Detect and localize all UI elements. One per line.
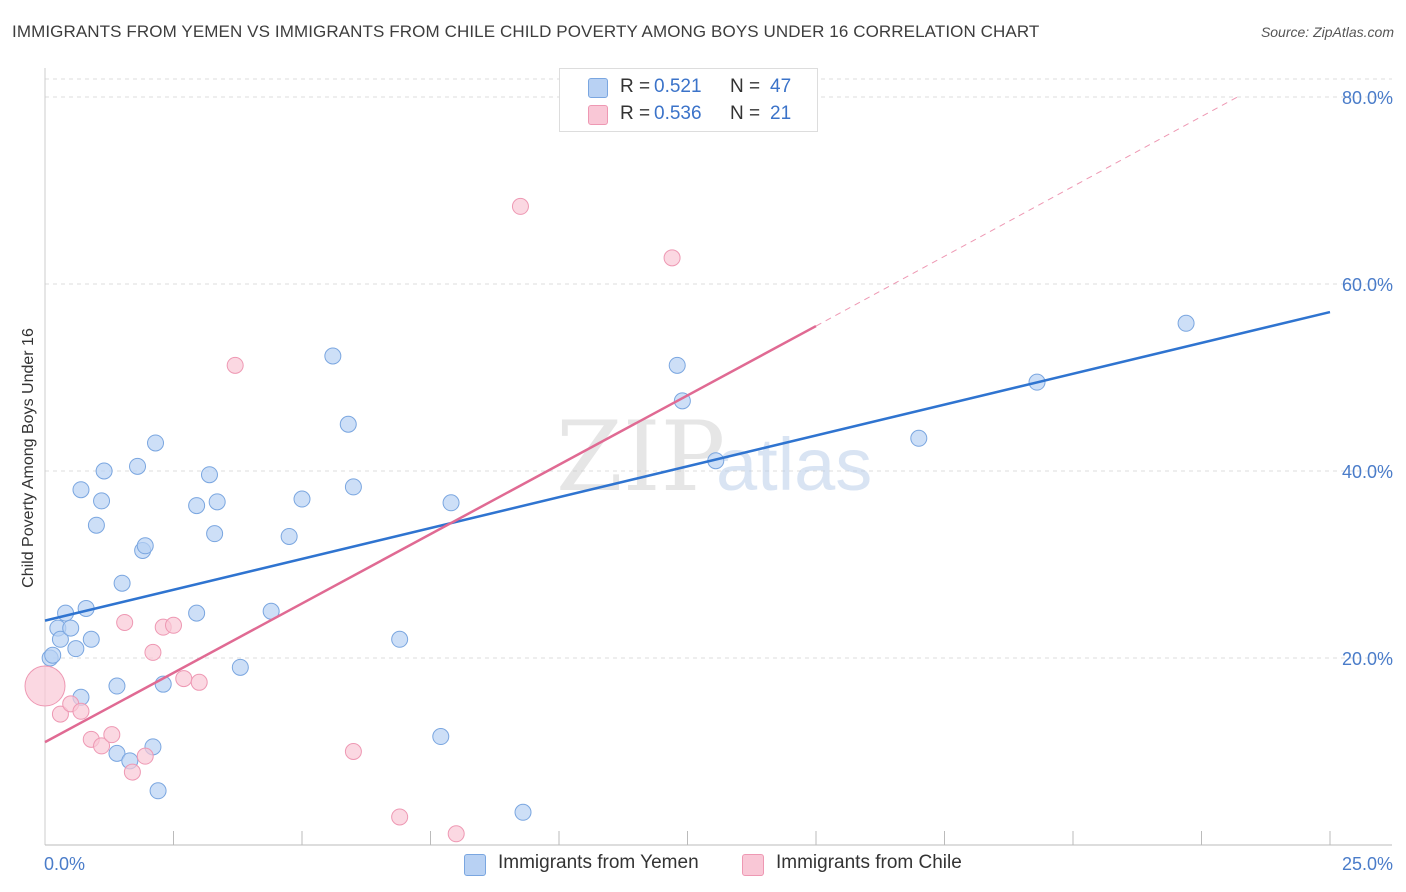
yemen-r-value: 0.521 (654, 76, 702, 97)
yemen-point-33 (293, 490, 311, 508)
yemen-point-20 (136, 537, 154, 555)
chile-point-1 (51, 705, 69, 723)
y-tick-label-20: 20.0% (1342, 649, 1393, 669)
chile-point-15 (226, 356, 244, 374)
yemen-r-label: R = (620, 76, 651, 97)
yemen-point-44 (910, 429, 928, 447)
trend-lines (44, 96, 1331, 744)
bottom-chile-swatch (742, 854, 764, 876)
chile-swatch (588, 105, 608, 125)
chile-n-value: 21 (770, 103, 792, 124)
y-tick-label-40: 40.0% (1342, 462, 1393, 482)
yemen-point-41 (668, 356, 686, 374)
yemen-point-9 (82, 630, 100, 648)
x-tick-label-25: 25.0% (1342, 854, 1393, 874)
yemen-point-40 (514, 803, 532, 821)
yemen-point-3 (51, 630, 69, 648)
chile-point-6 (103, 726, 121, 744)
chile-points (24, 197, 681, 843)
chile-point-9 (136, 747, 154, 765)
yemen-point-15 (113, 574, 131, 592)
yemen-swatch (588, 78, 608, 98)
correlation-legend: R = 0.521 N = 47 R = 0.536 N = 21 (559, 68, 818, 132)
chile-point-20 (663, 249, 681, 267)
yemen-point-39 (442, 494, 460, 512)
chile-point-5 (93, 737, 111, 755)
yemen-point-30 (231, 658, 249, 676)
yemen-point-23 (149, 782, 167, 800)
yemen-n-label: N = (730, 76, 761, 97)
chile-point-14 (190, 673, 208, 691)
chile-point-0 (24, 665, 66, 707)
yemen-point-25 (188, 604, 206, 622)
chile-point-19 (511, 197, 529, 215)
yemen-point-6 (67, 640, 85, 658)
tick-labels: 20.0% 40.0% 60.0% 80.0% 0.0% 25.0% (44, 88, 1393, 874)
watermark-atlas: atlas (716, 423, 872, 506)
chile-trend-line (44, 324, 817, 744)
x-tick-label-0: 0.0% (44, 854, 85, 874)
yemen-point-18 (129, 457, 147, 475)
yemen-trend-line (44, 310, 1331, 622)
yemen-point-32 (280, 527, 298, 545)
yemen-point-26 (188, 497, 206, 515)
yemen-point-28 (206, 525, 224, 543)
bottom-yemen-swatch (464, 854, 486, 876)
yemen-points (41, 314, 1195, 821)
y-tick-label-60: 60.0% (1342, 275, 1393, 295)
axes (44, 68, 1392, 846)
yemen-point-10 (72, 481, 90, 499)
yemen-point-46 (1177, 314, 1195, 332)
yemen-point-12 (93, 492, 111, 510)
yemen-point-35 (339, 415, 357, 433)
yemen-point-38 (432, 728, 450, 746)
yemen-point-34 (324, 347, 342, 365)
chile-r-value: 0.536 (654, 103, 702, 124)
yemen-point-36 (344, 478, 362, 496)
chile-point-12 (165, 616, 182, 634)
yemen-point-11 (87, 516, 105, 534)
chart-title: IMMIGRANTS FROM YEMEN VS IMMIGRANTS FROM… (12, 22, 1040, 41)
chile-point-16 (344, 743, 362, 760)
source-credit: Source: ZipAtlas.com (1260, 24, 1394, 40)
bottom-yemen-label: Immigrants from Yemen (498, 852, 699, 873)
chile-point-8 (123, 763, 141, 781)
y-tick-label-80: 80.0% (1342, 88, 1393, 108)
yemen-point-16 (108, 744, 126, 762)
chile-point-7 (116, 613, 134, 631)
watermark-zip: ZIP (556, 401, 725, 513)
chile-point-13 (175, 670, 193, 688)
chile-point-10 (144, 643, 162, 661)
yemen-point-1 (44, 646, 62, 664)
chile-point-18 (447, 825, 465, 843)
chile-r-label: R = (620, 103, 651, 124)
yemen-point-27 (200, 466, 218, 484)
yemen-point-14 (108, 677, 126, 695)
yemen-point-22 (147, 434, 165, 452)
yemen-point-37 (391, 630, 409, 648)
chile-point-3 (72, 702, 90, 720)
yemen-point-5 (62, 619, 80, 637)
chile-n-label: N = (730, 103, 761, 124)
chile-point-17 (391, 808, 409, 826)
yemen-point-29 (208, 493, 226, 511)
chile-trend-extension (815, 96, 1238, 327)
y-axis-label: Child Poverty Among Boys Under 16 (20, 328, 37, 588)
yemen-n-value: 47 (770, 76, 792, 97)
watermark: ZIP atlas (556, 401, 872, 513)
yemen-point-13 (95, 462, 113, 480)
bottom-chile-label: Immigrants from Chile (776, 852, 962, 873)
